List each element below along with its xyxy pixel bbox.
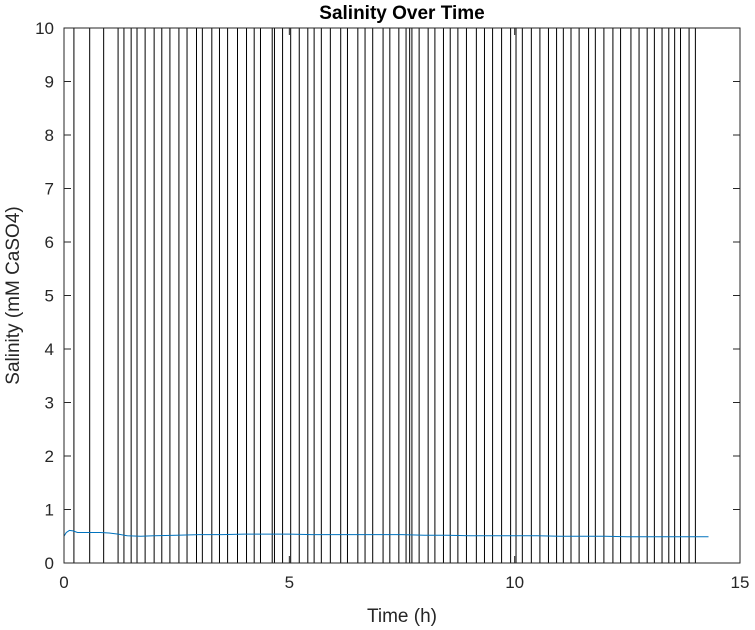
y-axis: 0 1 2 3 4 5 6 7 8 9 10: [35, 19, 740, 573]
x-tick-label: 10: [505, 573, 524, 592]
x-tick-label: 0: [59, 573, 68, 592]
x-axis: 0 5 10 15: [59, 28, 749, 592]
event-lines-group: [73, 28, 696, 563]
y-tick-label: 7: [45, 180, 54, 199]
y-tick-label: 0: [45, 554, 54, 573]
x-tick-label: 15: [731, 573, 750, 592]
y-tick-label: 6: [45, 233, 54, 252]
series-group: [63, 529, 709, 538]
series-line-0: [63, 529, 709, 538]
y-tick-label: 5: [45, 287, 54, 306]
y-tick-label: 4: [45, 340, 54, 359]
y-tick-label: 3: [45, 394, 54, 413]
y-tick-label: 8: [45, 126, 54, 145]
y-tick-label: 10: [35, 19, 54, 38]
x-tick-label: 5: [285, 573, 294, 592]
y-tick-label: 2: [45, 447, 54, 466]
chart-title: Salinity Over Time: [319, 3, 484, 24]
y-tick-label: 1: [45, 501, 54, 520]
y-axis-title: Salinity (mM CaSO4): [3, 206, 24, 384]
x-axis-title: Time (h): [367, 606, 437, 627]
y-tick-label: 9: [45, 73, 54, 92]
